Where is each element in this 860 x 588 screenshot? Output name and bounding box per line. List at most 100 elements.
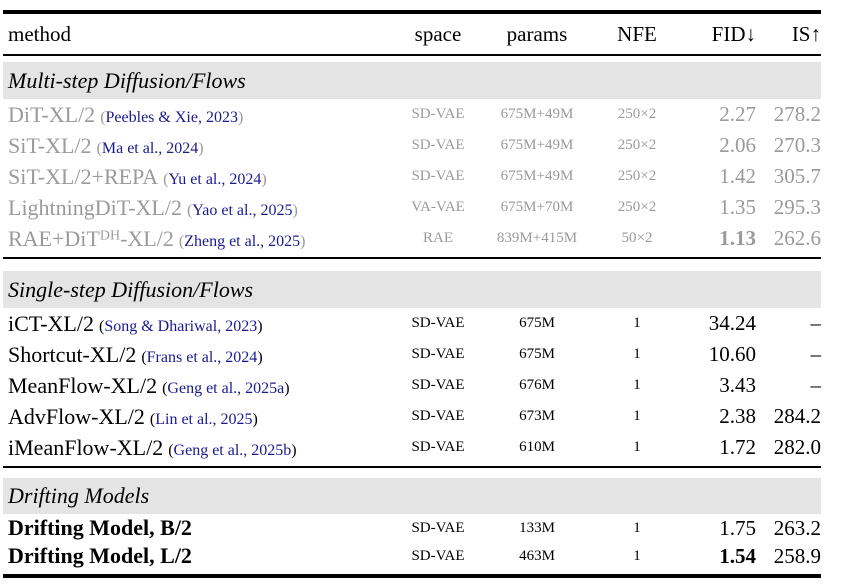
nfe-cell: 1 xyxy=(633,547,641,564)
method-cell: SiT-XL/2 (Ma et al., 2024) xyxy=(3,133,395,159)
params-cell: 676M xyxy=(519,377,555,393)
col-header-params: params xyxy=(506,21,568,46)
method-cell: iMeanFlow-XL/2 (Geng et al., 2025b) xyxy=(3,435,395,461)
method-name: Drifting Model, L/2 xyxy=(8,543,192,568)
col-header-is: IS↑ xyxy=(791,21,821,46)
col-header-method: method xyxy=(8,21,71,46)
method-cell: AdvFlow-XL/2 (Lin et al., 2025) xyxy=(3,404,395,430)
params-cell: 610M xyxy=(519,439,555,455)
nfe-cell: 50×2 xyxy=(621,230,653,246)
fid-cell: 10.60 xyxy=(708,342,756,366)
citation-link[interactable]: (Frans et al., 2024) xyxy=(141,348,263,366)
method-name: SiT-XL/2 xyxy=(8,132,92,158)
nfe-cell: 250×2 xyxy=(617,137,657,153)
method-cell: iCT-XL/2 (Song & Dhariwal, 2023) xyxy=(3,311,395,337)
table-header-row: method space params NFE FID↓ IS↑ xyxy=(3,14,821,54)
fid-cell: 1.54 xyxy=(719,543,756,568)
fid-cell: 1.42 xyxy=(719,164,756,188)
is-cell: 284.2 xyxy=(773,404,821,428)
space-cell: SD-VAE xyxy=(411,346,465,362)
fid-cell: 1.75 xyxy=(719,515,756,540)
table-row-drifting-l2: Drifting Model, L/2 SD-VAE 463M 1 1.54 2… xyxy=(3,542,821,570)
citation-link[interactable]: (Yao et al., 2025) xyxy=(186,201,298,219)
params-cell: 133M xyxy=(519,519,555,536)
params-cell: 463M xyxy=(519,547,555,564)
nfe-cell: 1 xyxy=(633,346,641,362)
nfe-cell: 250×2 xyxy=(617,168,657,184)
method-name: SiT-XL/2+REPA xyxy=(8,163,159,189)
table-row-drifting-b2: Drifting Model, B/2 SD-VAE 133M 1 1.75 2… xyxy=(3,514,821,542)
is-cell: 270.3 xyxy=(773,133,821,157)
bottom-rule xyxy=(3,574,821,578)
top-rule xyxy=(3,10,821,14)
is-cell: 305.7 xyxy=(773,164,821,188)
nfe-cell: 1 xyxy=(633,519,641,536)
params-cell: 675M+49M xyxy=(500,106,574,122)
citation-link[interactable]: (Peebles & Xie, 2023) xyxy=(100,108,244,126)
is-cell: 295.3 xyxy=(773,195,821,219)
is-cell: 278.2 xyxy=(773,102,821,126)
table-row-sit-xl2-repa: SiT-XL/2+REPA (Yu et al., 2024) SD-VAE 67… xyxy=(3,161,821,192)
method-superscript: DH xyxy=(99,228,121,244)
col-header-space: space xyxy=(414,21,462,46)
table-row-rae-dit-xl2: RAE+DiTDH-XL/2 (Zheng et al., 2025) RAE 8… xyxy=(3,223,821,254)
citation-link[interactable]: (Zheng et al., 2025) xyxy=(178,232,306,250)
section-rule-2 xyxy=(3,466,821,468)
params-cell: 675M+70M xyxy=(500,199,574,215)
params-cell: 675M+49M xyxy=(500,168,574,184)
method-name: LightningDiT-XL/2 xyxy=(8,194,182,220)
is-cell: 258.9 xyxy=(773,543,821,568)
method-name-tail: -XL/2 xyxy=(120,225,174,251)
citation-link[interactable]: (Geng et al., 2025a) xyxy=(162,379,290,397)
method-name: AdvFlow-XL/2 xyxy=(8,403,145,429)
table-row-ict-xl2: iCT-XL/2 (Song & Dhariwal, 2023) SD-VAE 6… xyxy=(3,308,821,339)
fid-cell: 3.43 xyxy=(719,373,756,397)
method-cell: MeanFlow-XL/2 (Geng et al., 2025a) xyxy=(3,373,395,399)
is-cell: 262.6 xyxy=(773,226,821,250)
citation-link[interactable]: (Yu et al., 2024) xyxy=(163,170,267,188)
space-cell: SD-VAE xyxy=(411,137,465,153)
fid-cell: 1.35 xyxy=(719,195,756,219)
citation-link[interactable]: (Ma et al., 2024) xyxy=(96,139,204,157)
method-cell: SiT-XL/2+REPA (Yu et al., 2024) xyxy=(3,164,395,190)
method-cell: RAE+DiTDH-XL/2 (Zheng et al., 2025) xyxy=(3,226,395,252)
benchmark-table: method space params NFE FID↓ IS↑ Multi-s… xyxy=(3,10,821,578)
table-row-imeanflow-xl2: iMeanFlow-XL/2 (Geng et al., 2025b) SD-VA… xyxy=(3,432,821,463)
section-header-drifting-models: Drifting Models xyxy=(3,478,821,514)
section-header-multi-step: Multi-step Diffusion/Flows xyxy=(3,62,821,99)
space-cell: SD-VAE xyxy=(411,547,465,564)
table-row-shortcut-xl2: Shortcut-XL/2 (Frans et al., 2024) SD-VAE… xyxy=(3,339,821,370)
section-title: Drifting Models xyxy=(8,483,150,508)
col-header-fid: FID↓ xyxy=(711,21,756,46)
params-cell: 675M xyxy=(519,315,555,331)
method-cell: Shortcut-XL/2 (Frans et al., 2024) xyxy=(3,342,395,368)
space-cell: SD-VAE xyxy=(411,439,465,455)
nfe-cell: 1 xyxy=(633,377,641,393)
section-title: Multi-step Diffusion/Flows xyxy=(8,67,246,93)
method-cell: LightningDiT-XL/2 (Yao et al., 2025) xyxy=(3,195,395,221)
is-cell: – xyxy=(810,373,822,397)
citation-link[interactable]: (Song & Dhariwal, 2023) xyxy=(98,317,263,335)
table-row-sit-xl2: SiT-XL/2 (Ma et al., 2024) SD-VAE 675M+49… xyxy=(3,130,821,161)
method-name: Shortcut-XL/2 xyxy=(8,341,137,367)
fid-cell: 2.38 xyxy=(719,404,756,428)
method-name: MeanFlow-XL/2 xyxy=(8,372,158,398)
params-cell: 675M xyxy=(519,346,555,362)
space-cell: SD-VAE xyxy=(411,377,465,393)
nfe-cell: 1 xyxy=(633,408,641,424)
nfe-cell: 250×2 xyxy=(617,106,657,122)
space-cell: SD-VAE xyxy=(411,315,465,331)
method-name: Drifting Model, B/2 xyxy=(8,515,192,540)
space-cell: VA-VAE xyxy=(411,199,465,215)
citation-link[interactable]: (Geng et al., 2025b) xyxy=(168,441,297,459)
method-name: iMeanFlow-XL/2 xyxy=(8,434,164,460)
citation-link[interactable]: (Lin et al., 2025) xyxy=(149,410,258,428)
space-cell: SD-VAE xyxy=(411,168,465,184)
method-name: iCT-XL/2 xyxy=(8,310,94,336)
nfe-cell: 250×2 xyxy=(617,199,657,215)
space-cell: RAE xyxy=(423,230,453,246)
method-cell: DiT-XL/2 (Peebles & Xie, 2023) xyxy=(3,102,395,128)
method-cell: Drifting Model, L/2 xyxy=(3,543,395,569)
method-name: RAE+DiT xyxy=(8,225,100,251)
